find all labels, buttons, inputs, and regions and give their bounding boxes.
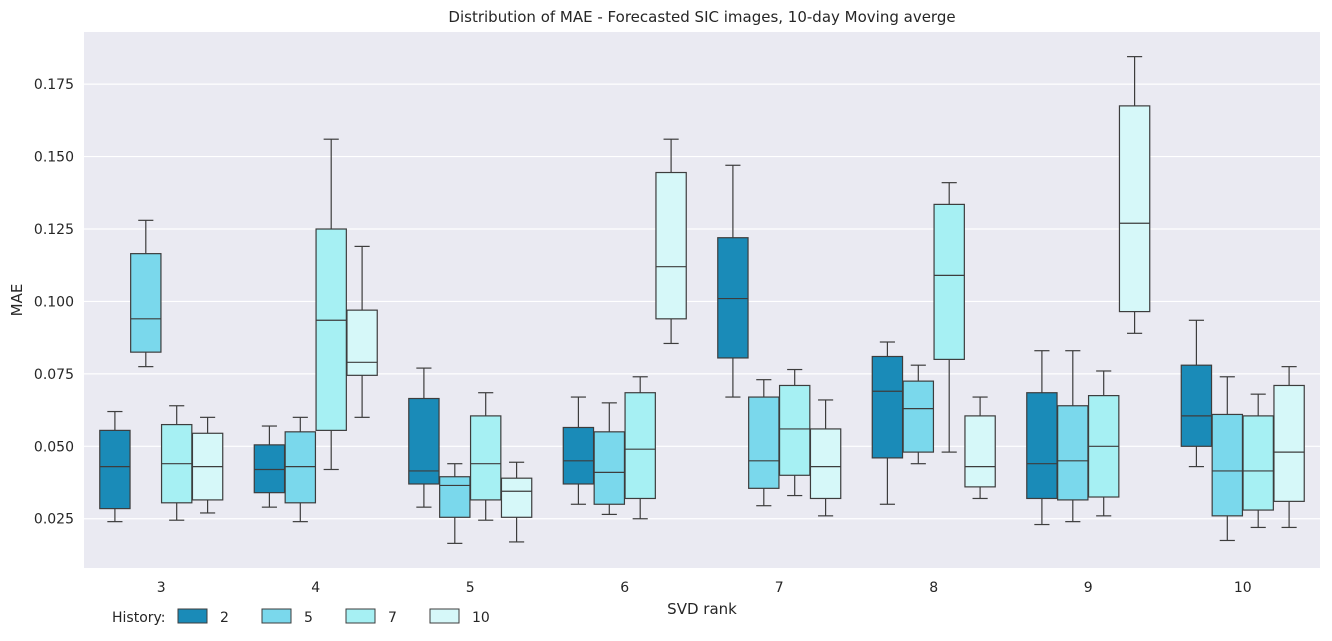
box-5-history-2 (408, 367, 440, 508)
y-axis-ticks: 0.025 0.050 0.075 0.100 0.125 0.150 0.175 (34, 77, 74, 528)
box-iqr (902, 380, 935, 453)
box-iqr (130, 253, 162, 353)
box-iqr (1057, 405, 1089, 501)
box-9-history-5 (1057, 350, 1089, 523)
box-iqr (408, 397, 440, 485)
box-iqr (655, 171, 687, 320)
box-iqr (964, 415, 996, 488)
box-iqr (593, 431, 626, 505)
y-axis-label: MAE (8, 284, 26, 317)
legend-swatch (177, 608, 208, 624)
box-3-history-2 (99, 410, 131, 523)
box-7-history-5 (748, 379, 780, 507)
y-tick-label: 0.100 (34, 294, 74, 310)
box-iqr (1211, 413, 1244, 517)
y-tick-label: 0.175 (34, 77, 74, 93)
box-3-history-5 (130, 219, 162, 368)
box-7-history-7 (778, 368, 811, 497)
x-tick-label: 8 (929, 580, 938, 596)
box-8-history-5 (902, 364, 935, 465)
box-5-history-5 (439, 463, 471, 544)
box-6-history-2 (562, 396, 595, 505)
box-9-history-10 (1118, 56, 1151, 334)
x-axis-ticks: 3 4 5 6 7 8 9 10 (157, 580, 1252, 596)
legend-item-7: 7 (345, 608, 397, 626)
box-iqr (253, 444, 286, 494)
box-iqr (778, 384, 811, 476)
y-tick-label: 0.075 (34, 367, 74, 383)
box-9-history-7 (1087, 370, 1120, 517)
box-4-history-2 (253, 425, 286, 508)
x-tick-label: 4 (311, 580, 320, 596)
box-10-history-10 (1273, 366, 1305, 529)
box-iqr (562, 426, 595, 485)
legend-label: 10 (472, 610, 490, 626)
legend-item-5: 5 (261, 608, 313, 626)
box-8-history-7 (933, 182, 965, 453)
x-tick-label: 3 (157, 580, 166, 596)
y-tick-label: 0.125 (34, 222, 74, 238)
legend-label: 7 (388, 610, 397, 626)
legend: History: 2 5 7 10 (112, 608, 490, 626)
box-iqr (1242, 415, 1274, 511)
y-tick-label: 0.150 (34, 150, 74, 166)
box-5-history-7 (469, 392, 502, 521)
x-axis-label: SVD rank (667, 600, 737, 618)
box-10-history-2 (1180, 319, 1213, 468)
legend-swatch (345, 608, 376, 624)
legend-label: 5 (304, 610, 313, 626)
x-tick-label: 5 (466, 580, 475, 596)
box-iqr (1273, 384, 1305, 502)
legend-label: 2 (220, 610, 229, 626)
box-9-history-2 (1026, 350, 1058, 526)
box-4-history-7 (315, 138, 347, 471)
box-8-history-2 (871, 341, 904, 505)
x-tick-label: 10 (1234, 580, 1252, 596)
box-iqr (1026, 392, 1058, 500)
legend-swatch (261, 608, 292, 624)
box-iqr (1118, 105, 1151, 313)
box-iqr (624, 392, 656, 500)
box-3-history-10 (191, 416, 224, 514)
box-iqr (99, 429, 131, 510)
x-tick-label: 7 (775, 580, 784, 596)
box-6-history-7 (624, 376, 656, 520)
box-10-history-5 (1211, 376, 1244, 542)
box-8-history-10 (964, 396, 996, 500)
box-iqr (346, 309, 378, 376)
box-7-history-10 (809, 399, 842, 517)
x-tick-label: 6 (620, 580, 629, 596)
box-10-history-7 (1242, 393, 1274, 529)
box-7-history-2 (717, 164, 749, 398)
chart-title: Distribution of MAE - Forecasted SIC ima… (448, 8, 955, 26)
boxes (99, 56, 1305, 544)
box-iqr (439, 476, 471, 518)
box-iqr (500, 477, 533, 518)
legend-item-10: 10 (429, 608, 490, 626)
legend-title: History: (112, 610, 166, 626)
box-5-history-10 (500, 461, 533, 543)
box-iqr (315, 228, 347, 431)
box-iqr (748, 396, 780, 489)
legend-item-2: 2 (177, 608, 229, 626)
legend-swatch (429, 608, 460, 624)
box-iqr (809, 428, 842, 500)
x-tick-label: 9 (1084, 580, 1093, 596)
box-6-history-5 (593, 402, 626, 516)
box-4-history-10 (346, 245, 378, 418)
y-tick-label: 0.025 (34, 512, 74, 528)
box-6-history-10 (655, 138, 687, 345)
box-4-history-5 (284, 416, 317, 523)
box-iqr (871, 355, 904, 459)
box-3-history-7 (160, 405, 193, 521)
box-iqr (469, 415, 502, 501)
box-iqr (284, 431, 317, 504)
box-iqr (1180, 364, 1213, 447)
box-iqr (717, 237, 749, 359)
box-iqr (933, 203, 965, 360)
y-tick-label: 0.050 (34, 439, 74, 455)
